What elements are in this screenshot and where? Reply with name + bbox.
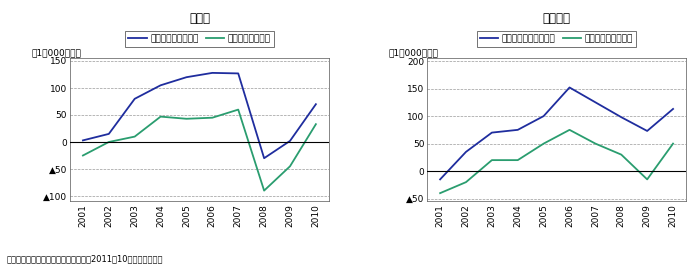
製造業の当期純利益 [286, 139, 294, 143]
非製造業の内部留保 [462, 180, 470, 184]
製造業の内部留保 [156, 115, 164, 118]
非製造業の内部留保 [617, 153, 626, 156]
非製造業の当期純利益 [566, 86, 574, 89]
製造業の当期純利益 [130, 97, 139, 100]
非製造業の当期純利益 [643, 129, 652, 132]
非製造業の当期純利益 [514, 128, 522, 131]
製造業の内部留保 [182, 117, 190, 120]
Line: 製造業の内部留保: 製造業の内部留保 [83, 110, 316, 191]
非製造業の当期純利益 [540, 114, 548, 118]
Text: （1，000億円）: （1，000億円） [389, 48, 438, 57]
製造業の内部留保 [78, 154, 87, 157]
Text: 資料：財務省『法人企業統計調査』（2011年10月）から作成。: 資料：財務省『法人企業統計調査』（2011年10月）から作成。 [7, 255, 164, 264]
製造業の内部留保 [208, 116, 216, 119]
製造業の当期純利益 [156, 84, 164, 87]
製造業の当期純利益 [234, 72, 242, 75]
非製造業の当期純利益 [669, 107, 678, 111]
Line: 製造業の当期純利益: 製造業の当期純利益 [83, 73, 316, 158]
非製造業の当期純利益 [462, 150, 470, 153]
製造業の当期純利益 [182, 76, 190, 79]
製造業の当期純利益 [312, 103, 320, 106]
非製造業の当期純利益 [436, 178, 445, 181]
製造業の当期純利益 [260, 157, 268, 160]
非製造業の内部留保 [643, 178, 652, 181]
Legend: 製造業の当期純利益, 製造業の内部留保: 製造業の当期純利益, 製造業の内部留保 [125, 31, 274, 47]
Line: 非製造業の内部留保: 非製造業の内部留保 [440, 130, 673, 193]
製造業の内部留保 [260, 189, 268, 192]
Text: （1，000億円）: （1，000億円） [32, 48, 81, 57]
非製造業の内部留保 [540, 142, 548, 145]
Title: 非製造業: 非製造業 [542, 12, 570, 25]
非製造業の内部留保 [514, 158, 522, 162]
非製造業の当期純利益 [617, 116, 626, 119]
非製造業の内部留保 [436, 192, 445, 195]
製造業の内部留保 [104, 140, 113, 144]
製造業の内部留保 [130, 135, 139, 138]
非製造業の当期純利益 [488, 131, 496, 134]
製造業の内部留保 [234, 108, 242, 111]
非製造業の内部留保 [669, 142, 678, 145]
製造業の内部留保 [312, 123, 320, 126]
非製造業の内部留保 [566, 128, 574, 131]
Title: 製造業: 製造業 [189, 12, 210, 25]
Line: 非製造業の当期純利益: 非製造業の当期純利益 [440, 87, 673, 179]
非製造業の内部留保 [592, 142, 600, 145]
製造業の内部留保 [286, 165, 294, 168]
非製造業の内部留保 [488, 158, 496, 162]
非製造業の当期純利益 [592, 101, 600, 104]
製造業の当期純利益 [104, 132, 113, 135]
製造業の当期純利益 [78, 139, 87, 142]
製造業の当期純利益 [208, 71, 216, 74]
Legend: 非製造業の当期純利益, 非製造業の内部留保: 非製造業の当期純利益, 非製造業の内部留保 [477, 31, 636, 47]
